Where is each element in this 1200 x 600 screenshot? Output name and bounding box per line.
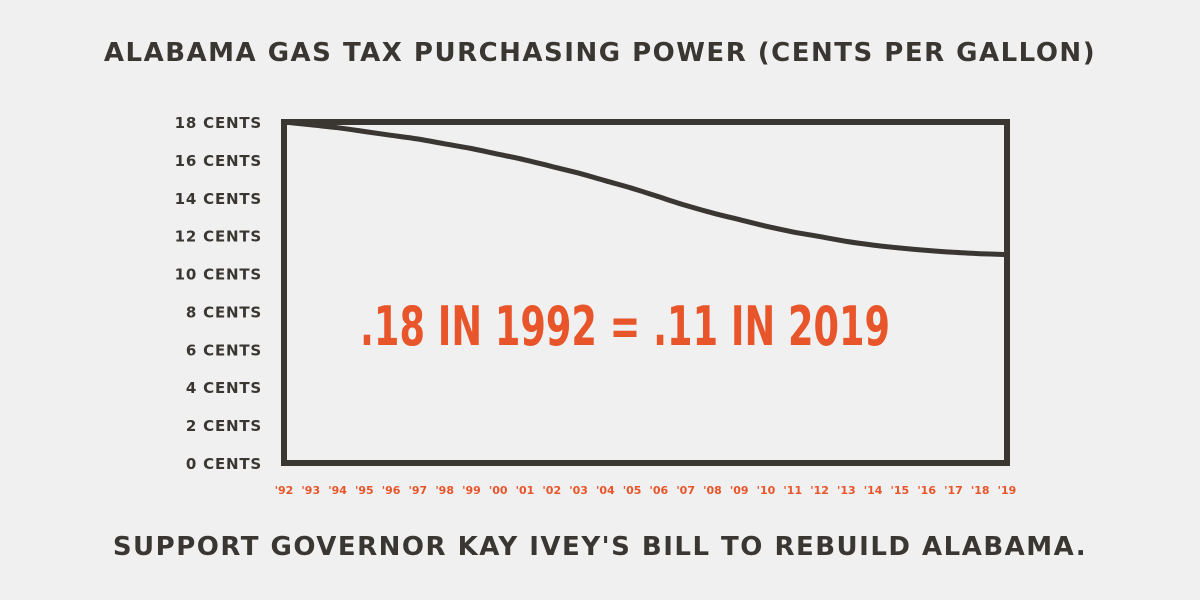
- x-tick-label: '94: [328, 484, 347, 497]
- x-tick-label: '95: [355, 484, 374, 497]
- y-tick-label: 6 CENTS: [186, 341, 262, 359]
- x-axis-ticks: '92 '93 '94 '95 '96 '97 '98 '99 '00 '01 '02 '03 '04 '…: [275, 484, 1017, 497]
- x-tick-label: '16: [917, 484, 936, 497]
- y-tick-label: 8 CENTS: [186, 303, 262, 321]
- x-tick-label: '92: [275, 484, 294, 497]
- x-tick-label: '13: [837, 484, 856, 497]
- y-tick-label: 4 CENTS: [186, 379, 262, 397]
- y-tick-label: 2 CENTS: [186, 417, 262, 435]
- x-tick-label: '96: [382, 484, 401, 497]
- x-tick-label: '00: [489, 484, 508, 497]
- x-tick-label: '17: [944, 484, 963, 497]
- x-tick-label: '09: [730, 484, 749, 497]
- y-tick-label: 0 CENTS: [186, 455, 262, 473]
- chart-frame: [281, 119, 1010, 466]
- x-tick-label: '03: [569, 484, 588, 497]
- y-tick-label: 16 CENTS: [175, 152, 262, 170]
- x-tick-label: '97: [409, 484, 428, 497]
- x-tick-label: '98: [435, 484, 454, 497]
- x-tick-label: '18: [971, 484, 990, 497]
- x-tick-label: '19: [998, 484, 1017, 497]
- series-line: [281, 119, 1010, 258]
- y-axis-ticks: 0 CENTS 2 CENTS 4 CENTS 6 CENTS 8 CENTS 10 CE…: [175, 114, 262, 473]
- x-tick-label: '99: [462, 484, 481, 497]
- x-tick-label: '14: [864, 484, 883, 497]
- y-tick-label: 14 CENTS: [175, 190, 262, 208]
- x-tick-label: '93: [301, 484, 320, 497]
- x-tick-label: '06: [650, 484, 669, 497]
- x-tick-label: '05: [623, 484, 642, 497]
- y-tick-label: 10 CENTS: [175, 266, 262, 284]
- footer-message: SUPPORT GOVERNOR KAY IVEY'S BILL TO REBU…: [112, 532, 1088, 562]
- x-tick-label: '12: [810, 484, 829, 497]
- x-tick-label: '15: [891, 484, 910, 497]
- y-tick-label: 18 CENTS: [175, 114, 262, 132]
- x-tick-label: '07: [676, 484, 695, 497]
- x-tick-label: '02: [542, 484, 561, 497]
- x-tick-label: '01: [516, 484, 535, 497]
- x-tick-label: '08: [703, 484, 722, 497]
- chart-title: ALABAMA GAS TAX PURCHASING POWER (CENTS …: [103, 38, 1097, 68]
- x-tick-label: '11: [783, 484, 802, 497]
- x-tick-label: '10: [757, 484, 776, 497]
- x-tick-label: '04: [596, 484, 615, 497]
- chart-annotation: .18 IN 1992 = .11 IN 2019: [360, 295, 890, 358]
- y-tick-label: 12 CENTS: [175, 228, 262, 246]
